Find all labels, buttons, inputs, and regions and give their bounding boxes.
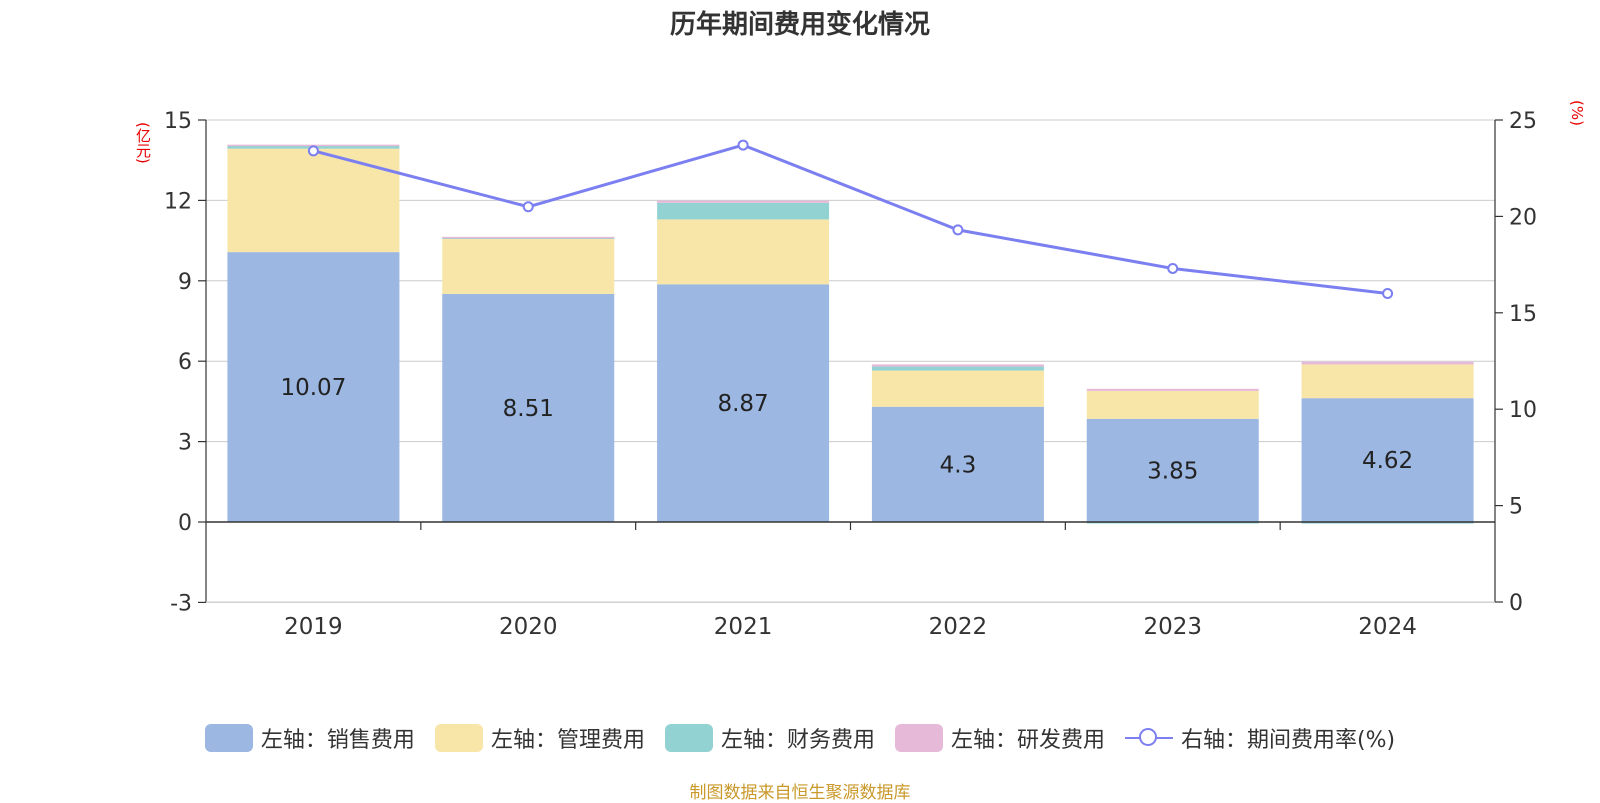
rate-point-2022 — [952, 224, 964, 236]
legend-label: 左轴：财务费用 — [720, 728, 875, 753]
legend-label: 右轴：期间费用率(%) — [1180, 728, 1396, 753]
bar-sales-2021 — [657, 284, 830, 522]
legend-line-swatch — [1124, 724, 1173, 752]
bar-admin-2023 — [1086, 390, 1259, 419]
right-axis-tick-label: 10 — [1509, 398, 1537, 423]
legend-label: 左轴：销售费用 — [260, 728, 415, 753]
source-note: 制图数据来自恒生聚源数据库 — [689, 783, 911, 803]
rate-point-2019 — [307, 145, 319, 157]
left-axis-tick-label: 6 — [178, 350, 192, 375]
right-axis-tick-label: 15 — [1509, 302, 1537, 327]
legend-line-marker — [1138, 728, 1157, 746]
legend-item[interactable]: 左轴：财务费用 — [664, 722, 875, 754]
rate-point-2020 — [522, 201, 534, 213]
x-axis-label-2023: 2023 — [1143, 614, 1202, 640]
x-axis-label-2020: 2020 — [499, 614, 558, 640]
bar-sales-2019 — [227, 252, 400, 522]
data-label-sales-2023: 3.85 — [1147, 458, 1198, 484]
bar-admin-2022 — [871, 370, 1044, 407]
right-axis-unit: (%) — [1568, 100, 1586, 126]
right-axis-tick-label: 5 — [1509, 495, 1523, 520]
right-axis-tick-label: 20 — [1509, 205, 1537, 230]
legend-label: 左轴：管理费用 — [490, 728, 645, 753]
right-axis-tick-label: 25 — [1509, 109, 1537, 134]
legend-item[interactable]: 左轴：研发费用 — [894, 722, 1105, 754]
left-axis-tick-label: 0 — [178, 511, 192, 536]
rate-point-2021 — [737, 139, 749, 151]
legend-item[interactable]: 右轴：期间费用率(%) — [1124, 722, 1396, 754]
x-axis-label-2019: 2019 — [284, 614, 343, 640]
bar-rd-2023 — [1086, 388, 1259, 391]
data-label-sales-2024: 4.62 — [1362, 448, 1413, 474]
chart-canvas: -3 0 3 6 9 12 15 0 5 10 15 20 25 2019 2020 2021 2022 2023… — [164, 109, 1537, 640]
right-axis-tick-label: 0 — [1509, 591, 1523, 616]
left-axis-unit: (亿元) — [134, 122, 152, 164]
bar-sales-2022 — [871, 406, 1044, 522]
data-label-sales-2021: 8.87 — [717, 391, 768, 417]
bar-rd-2021 — [657, 200, 830, 203]
bar-finance-2021 — [657, 202, 830, 220]
bar-rd-2020 — [442, 236, 615, 239]
x-axis-label-2024: 2024 — [1358, 614, 1417, 640]
legend-swatch — [434, 724, 483, 752]
legend-item[interactable]: 左轴：销售费用 — [204, 722, 415, 754]
bar-admin-2020 — [442, 238, 615, 294]
bar-rd-2022 — [871, 364, 1044, 367]
left-axis-tick-label: -3 — [170, 591, 192, 616]
legend-swatch — [664, 724, 713, 752]
left-axis-tick-label: 12 — [164, 189, 192, 214]
rate-point-2023 — [1167, 262, 1179, 274]
bar-sales-2020 — [442, 293, 615, 522]
legend: 左轴：销售费用 左轴：管理费用 左轴：财务费用 左轴：研发费用 右轴：期间费用率(%) — [0, 720, 1600, 756]
bar-rd-2024 — [1301, 361, 1474, 365]
bar-admin-2021 — [657, 219, 830, 285]
legend-label: 左轴：研发费用 — [950, 728, 1105, 753]
bar-finance-2022 — [871, 366, 1044, 371]
bar-sales-2023 — [1086, 418, 1259, 522]
data-label-sales-2020: 8.51 — [503, 396, 554, 422]
data-label-sales-2019: 10.07 — [280, 375, 346, 401]
legend-swatch — [894, 724, 943, 752]
bar-sales-2024 — [1301, 398, 1474, 522]
left-axis-tick-label: 9 — [178, 270, 192, 295]
legend-item[interactable]: 左轴：管理费用 — [434, 722, 645, 754]
x-axis-label-2021: 2021 — [714, 614, 773, 640]
bar-admin-2024 — [1301, 364, 1474, 399]
legend-swatch — [204, 724, 253, 752]
x-axis-label-2022: 2022 — [929, 614, 988, 640]
bar-admin-2019 — [227, 148, 400, 253]
data-label-sales-2022: 4.3 — [940, 452, 977, 478]
rate-point-2024 — [1382, 288, 1394, 300]
rate-line — [313, 143, 1388, 296]
left-axis-tick-label: 3 — [178, 431, 192, 456]
chart-title: 历年期间费用变化情况 — [669, 10, 930, 40]
left-axis-tick-label: 15 — [164, 109, 192, 134]
bar-finance-2024 — [1301, 522, 1474, 524]
